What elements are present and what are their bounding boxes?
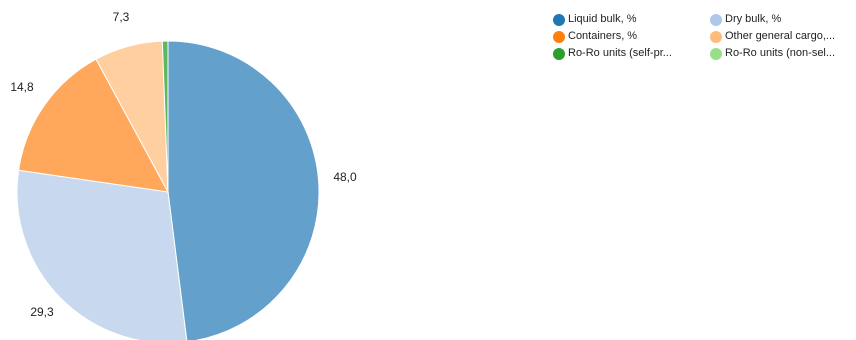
legend-swatch: [553, 13, 565, 26]
legend-swatch: [553, 47, 565, 60]
pie-slice[interactable]: [161, 40, 169, 193]
legend-swatch: [710, 47, 722, 60]
legend-item[interactable]: Ro-Ro units (non-sel...: [710, 47, 835, 60]
legend-swatch: [710, 30, 722, 43]
legend-item[interactable]: Dry bulk, %: [710, 13, 781, 26]
legend-label: Ro-Ro units (self-pr...: [568, 47, 672, 59]
pie-slice[interactable]: [167, 40, 320, 340]
legend-label: Other general cargo,...: [725, 30, 836, 42]
legend-label: Containers, %: [568, 30, 638, 42]
slice-value-label: 29,3: [30, 305, 54, 319]
slice-value-label: 48,0: [333, 170, 357, 184]
legend-item[interactable]: Liquid bulk, %: [553, 13, 637, 26]
pie-labels: 48,0 29,3 14,8 7,3: [10, 10, 357, 319]
slice-value-label: 7,3: [113, 10, 130, 24]
legend-label: Liquid bulk, %: [568, 13, 637, 25]
pie-slices: [16, 40, 320, 340]
legend-item[interactable]: Ro-Ro units (self-pr...: [553, 47, 672, 60]
legend-swatch: [553, 30, 565, 43]
legend-label: Ro-Ro units (non-sel...: [725, 47, 836, 59]
slice-value-label: 14,8: [10, 80, 34, 94]
legend-label: Dry bulk, %: [725, 13, 782, 25]
pie-slice[interactable]: [16, 169, 188, 340]
legend-swatch: [710, 13, 722, 26]
legend-item[interactable]: Other general cargo,...: [710, 30, 835, 43]
legend-item[interactable]: Containers, %: [553, 30, 637, 43]
pie-slice[interactable]: [18, 58, 169, 193]
